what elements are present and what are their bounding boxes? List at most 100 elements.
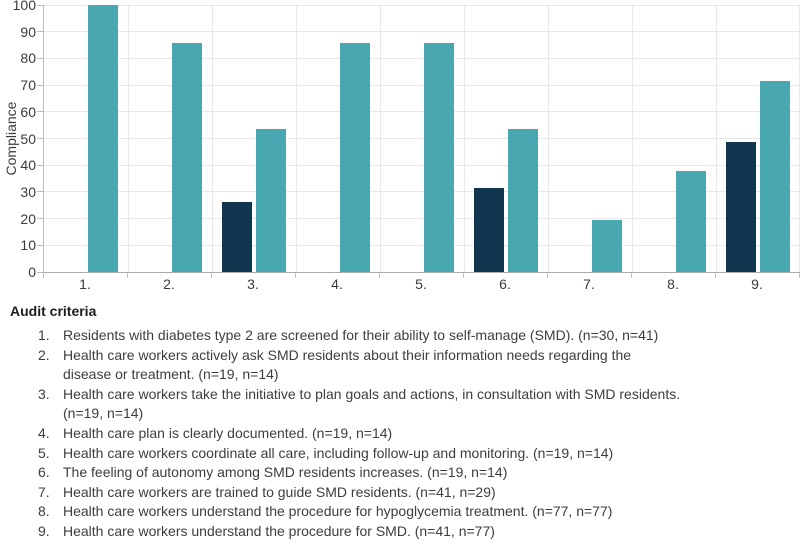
x-tick-label: 2.	[163, 276, 175, 292]
x-tick-label: 1.	[79, 276, 91, 292]
plot-area	[43, 4, 800, 273]
gridline	[44, 244, 800, 246]
criteria-item-text: Residents with diabetes type 2 are scree…	[63, 327, 659, 343]
criteria-item-number: 6.	[38, 464, 50, 481]
x-tick-mark	[378, 273, 380, 278]
criteria-item: 3. Health care workers take the initiativ…	[38, 385, 698, 424]
x-tick-label: 5.	[415, 276, 427, 292]
criteria-item: 7. Health care workers are trained to gui…	[38, 483, 698, 503]
y-tick-mark	[37, 164, 43, 166]
criteria-item: 9. Health care workers understand the pro…	[38, 522, 698, 542]
gridline	[44, 164, 800, 166]
criteria-item-number: 7.	[38, 483, 50, 500]
y-tick-label: 60	[20, 103, 36, 120]
criteria-item-text: Health care plan is clearly documented. …	[63, 424, 393, 441]
criteria-item-text: Health care workers understand the proce…	[63, 522, 495, 539]
bar	[172, 43, 202, 272]
x-tick-mark	[42, 273, 44, 278]
criteria-item-number: 5.	[38, 444, 50, 461]
y-tick-mark	[37, 271, 43, 273]
compliance-bar-chart: Compliance 0 10 20 30 40 50 60 70 80 90 100 1. 2. 3. 4…	[3, 0, 800, 292]
x-tick-mark	[546, 273, 548, 278]
y-tick-label: 100	[12, 0, 36, 13]
y-tick-label: 40	[20, 157, 36, 174]
criteria-item: 2. Health care workers actively ask SMD r…	[38, 346, 698, 385]
y-tick-label: 90	[20, 23, 36, 40]
bar	[340, 43, 370, 272]
x-tick-mark	[798, 273, 800, 278]
x-tick-label: 7.	[583, 276, 595, 292]
criteria-item-number: 8.	[38, 503, 50, 520]
gridline	[44, 31, 800, 33]
criteria-item-number: 1.	[38, 327, 50, 343]
y-tick-label: 30	[20, 183, 36, 200]
criteria-item-number: 3.	[38, 385, 50, 402]
y-tick-mark	[37, 111, 43, 113]
gridline	[127, 5, 129, 272]
y-tick-mark	[37, 4, 43, 6]
criteria-item-text: The feeling of autonomy among SMD reside…	[63, 464, 508, 481]
y-tick-label: 10	[20, 237, 36, 254]
x-tick-mark	[210, 273, 212, 278]
y-tick-label: 70	[20, 77, 36, 94]
x-tick-mark	[126, 273, 128, 278]
bar	[88, 5, 118, 272]
criteria-item-text: Health care workers coordinate all care,…	[63, 444, 614, 461]
criteria-item: 6. The feeling of autonomy among SMD resi…	[38, 463, 698, 483]
y-tick-label: 50	[20, 130, 36, 147]
bar	[256, 128, 286, 272]
gridline	[295, 5, 297, 272]
y-tick-mark	[37, 218, 43, 220]
y-tick-mark	[37, 84, 43, 86]
criteria-item: 4. Health care plan is clearly documented…	[38, 424, 698, 444]
gridline	[631, 5, 633, 272]
bar	[726, 141, 756, 272]
gridline	[44, 57, 800, 59]
criteria-item-text: Health care workers understand the proce…	[63, 503, 613, 520]
x-tick-label: 8.	[667, 276, 679, 292]
audit-criteria-heading: Audit criteria	[10, 303, 97, 319]
x-tick-label: 9.	[751, 276, 763, 292]
bar	[676, 171, 706, 272]
bar	[760, 81, 790, 272]
gridline	[44, 191, 800, 193]
x-tick-label: 3.	[247, 276, 259, 292]
criteria-item-number: 4.	[38, 424, 50, 441]
gridline	[715, 5, 717, 272]
y-tick-mark	[37, 57, 43, 59]
bar	[592, 220, 622, 272]
y-tick-mark	[37, 31, 43, 33]
criteria-item: 1. Residents with diabetes type 2 are scr…	[38, 326, 698, 346]
y-tick-mark	[37, 138, 43, 139]
bar	[474, 187, 504, 272]
bar	[508, 128, 538, 272]
gridline	[44, 111, 800, 113]
y-tick-label: 0	[28, 264, 36, 280]
gridline	[44, 4, 800, 6]
criteria-item-text: Health care workers take the initiative …	[63, 385, 681, 422]
audit-criteria-list: 1. Residents with diabetes type 2 are scr…	[38, 326, 698, 542]
y-tick-mark	[37, 191, 43, 193]
x-tick-mark	[630, 273, 632, 278]
y-tick-label: 20	[20, 210, 36, 227]
criteria-item-number: 2.	[38, 346, 50, 363]
x-tick-mark	[714, 273, 716, 278]
x-tick-label: 6.	[499, 276, 511, 292]
criteria-item-text: Health care workers actively ask SMD res…	[63, 346, 632, 383]
y-tick-mark	[37, 244, 43, 246]
gridline	[44, 84, 800, 86]
criteria-item: 5. Health care workers coordinate all car…	[38, 444, 698, 464]
gridline	[44, 138, 800, 139]
gridline	[547, 5, 549, 272]
x-tick-mark	[294, 273, 296, 278]
gridline	[463, 5, 465, 272]
bar	[424, 43, 454, 272]
gridline	[379, 5, 381, 272]
criteria-item: 8. Health care workers understand the pro…	[38, 502, 698, 522]
gridline	[211, 5, 213, 272]
gridline	[44, 218, 800, 220]
x-tick-mark	[462, 273, 464, 278]
bar	[222, 201, 252, 272]
criteria-item-number: 9.	[38, 522, 50, 539]
